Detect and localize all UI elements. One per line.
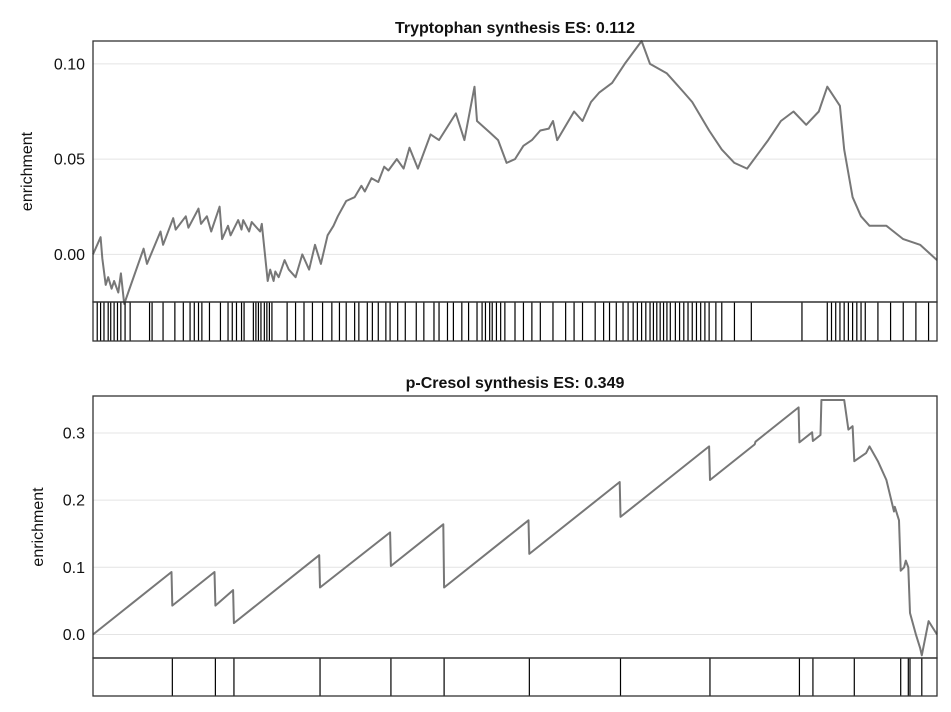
chart-title: Tryptophan synthesis ES: 0.112 xyxy=(395,20,635,37)
hit-strip-frame xyxy=(92,657,938,697)
y-tick-label: 0.2 xyxy=(63,493,85,510)
chart-panel-1: Tryptophan synthesis ES: 0.112 0.00 0.05 0.… xyxy=(19,20,938,342)
plot-frame xyxy=(92,395,938,659)
chart-title: p-Cresol synthesis ES: 0.349 xyxy=(406,375,625,392)
y-tick-label: 0.10 xyxy=(54,56,85,73)
y-tick-label: 0.0 xyxy=(63,627,85,644)
y-tick-label: 0.3 xyxy=(63,425,85,442)
hit-strip-frame xyxy=(92,301,938,342)
y-axis-label: enrichment xyxy=(19,131,36,211)
y-tick-label: 0.00 xyxy=(54,247,85,264)
chart-panel-2: p-Cresol synthesis ES: 0.349 0.0 0.1 0.2 0.3… xyxy=(30,375,938,697)
plot-frame xyxy=(92,40,938,303)
y-axis-label: enrichment xyxy=(30,487,47,567)
enrichment-line xyxy=(92,40,938,305)
y-tick-label: 0.1 xyxy=(63,560,85,577)
y-tick-label: 0.05 xyxy=(54,152,85,169)
enrichment-line xyxy=(92,399,938,657)
